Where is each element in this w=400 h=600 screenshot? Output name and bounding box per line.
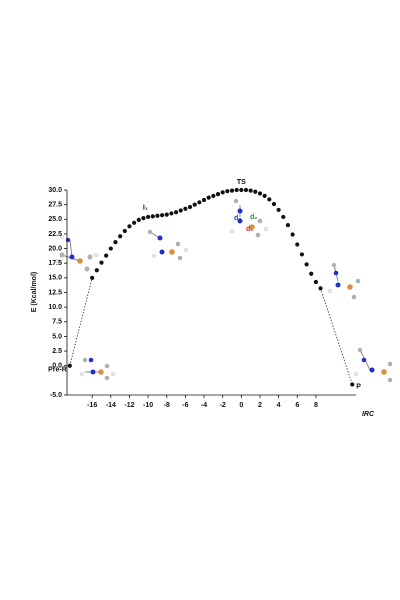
irc-point bbox=[229, 188, 235, 193]
x-tick-label: -8 bbox=[164, 402, 170, 409]
dotted-connector bbox=[320, 288, 353, 385]
irc-point bbox=[276, 207, 281, 213]
irc-point bbox=[313, 279, 319, 285]
y-tick-label: 30.0 bbox=[48, 187, 62, 194]
irc-point bbox=[285, 223, 291, 228]
x-tick-label: 2 bbox=[258, 402, 262, 409]
y-tick-label: 12.5 bbox=[48, 289, 62, 296]
irc-point bbox=[113, 240, 118, 245]
irc-point bbox=[243, 187, 249, 193]
irc-point bbox=[220, 190, 225, 195]
y-tick-label: -5.0 bbox=[50, 392, 62, 399]
y-tick-label: 27.5 bbox=[48, 201, 62, 208]
irc-point bbox=[146, 214, 151, 220]
y-tick-label: 5.0 bbox=[52, 333, 62, 340]
irc-point bbox=[132, 220, 137, 225]
irc-point bbox=[281, 214, 286, 220]
irc-point bbox=[290, 232, 295, 237]
endpoint-label: P bbox=[356, 383, 361, 390]
molecule-icons bbox=[56, 198, 393, 383]
y-tick-label: 7.5 bbox=[52, 319, 62, 326]
annotation: I₁ bbox=[143, 204, 148, 211]
irc-point bbox=[173, 210, 179, 215]
irc-point bbox=[201, 197, 207, 203]
x-tick-label: -14 bbox=[106, 402, 116, 409]
x-tick-label: 8 bbox=[314, 402, 318, 409]
irc-point bbox=[108, 246, 113, 251]
x-tick-label: -12 bbox=[124, 402, 134, 409]
irc-point bbox=[248, 188, 253, 193]
irc-point bbox=[127, 224, 132, 229]
irc-point bbox=[304, 262, 309, 267]
irc-point bbox=[187, 204, 193, 210]
x-tick-label: -4 bbox=[201, 402, 207, 409]
y-tick-label: 17.5 bbox=[48, 260, 62, 267]
y-axis-label: E (Kcal/mol) bbox=[31, 272, 38, 312]
distance-label: d₁ bbox=[246, 226, 253, 233]
irc-point bbox=[155, 213, 160, 218]
irc-point bbox=[215, 192, 221, 197]
irc-point bbox=[257, 191, 263, 196]
irc-point bbox=[253, 189, 258, 194]
y-tick-label: 25.0 bbox=[48, 216, 62, 223]
irc-point bbox=[178, 208, 183, 213]
irc-point bbox=[94, 268, 99, 273]
irc-point bbox=[141, 216, 146, 221]
x-axis-label: IRC bbox=[362, 411, 375, 418]
irc-point bbox=[197, 200, 202, 205]
irc-point bbox=[211, 193, 216, 198]
annotation: TS bbox=[237, 179, 246, 186]
dotted-connector bbox=[69, 277, 93, 366]
irc-point bbox=[299, 252, 305, 257]
irc-point bbox=[159, 213, 165, 218]
irc-point bbox=[295, 242, 300, 247]
x-tick-label: 0 bbox=[239, 402, 243, 409]
distance-label: d₂ bbox=[250, 214, 257, 221]
x-tick-label: -10 bbox=[143, 402, 153, 409]
irc-point bbox=[262, 193, 267, 198]
irc-point bbox=[234, 187, 239, 193]
irc-point bbox=[271, 201, 277, 207]
irc-point bbox=[239, 187, 244, 193]
y-tick-label: 2.5 bbox=[52, 348, 62, 355]
irc-point bbox=[192, 202, 197, 207]
x-tick-label: 6 bbox=[295, 402, 299, 409]
distance-label: d₃ bbox=[234, 215, 242, 222]
y-tick-label: 0.0 bbox=[52, 363, 62, 370]
irc-point bbox=[99, 260, 104, 265]
irc-point bbox=[164, 212, 169, 217]
irc-point bbox=[309, 271, 314, 276]
irc-point bbox=[169, 211, 174, 216]
y-tick-label: 15.0 bbox=[48, 275, 62, 282]
x-tick-label: -2 bbox=[220, 402, 226, 409]
endpoint bbox=[67, 363, 72, 368]
irc-point bbox=[318, 286, 323, 291]
endpoint-label: Pre-R bbox=[48, 367, 67, 374]
x-tick-label: 4 bbox=[277, 402, 281, 409]
y-tick-label: 10.0 bbox=[48, 304, 62, 311]
y-tick-label: 22.5 bbox=[48, 231, 62, 238]
irc-point bbox=[150, 214, 155, 219]
irc-point bbox=[267, 197, 272, 202]
y-tick-label: 20.0 bbox=[48, 245, 62, 252]
x-tick-label: -16 bbox=[87, 402, 97, 409]
irc-point bbox=[90, 275, 95, 280]
irc-point bbox=[104, 253, 109, 258]
irc-point bbox=[206, 195, 211, 200]
irc-point bbox=[136, 217, 141, 222]
endpoint bbox=[350, 382, 355, 387]
irc-point bbox=[122, 228, 127, 234]
x-tick-label: -6 bbox=[182, 402, 188, 409]
irc-point bbox=[118, 234, 123, 239]
irc-point bbox=[183, 206, 188, 211]
irc-point bbox=[225, 189, 230, 194]
